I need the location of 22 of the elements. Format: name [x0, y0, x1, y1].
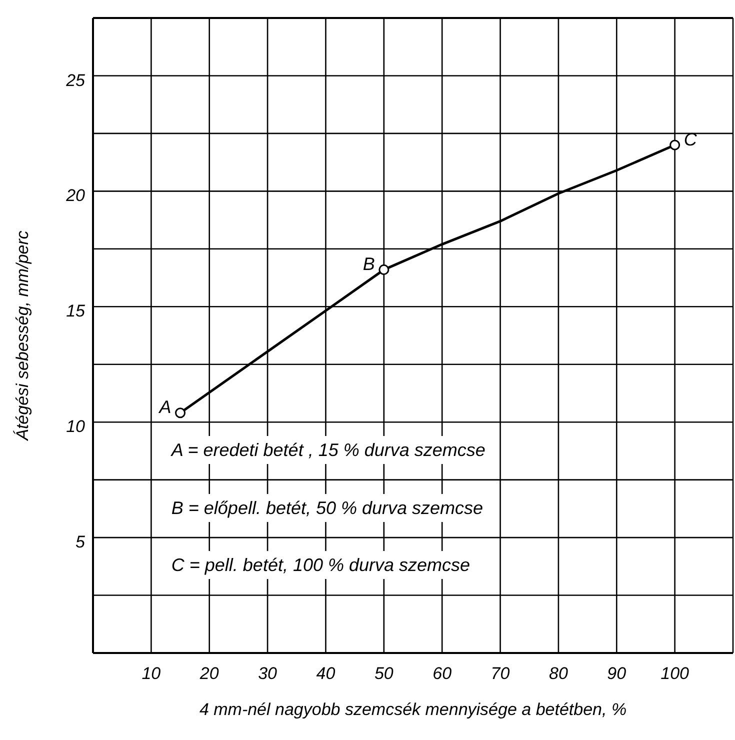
x-tick-label: 10 [142, 664, 162, 684]
annotation: A [158, 397, 172, 418]
y-tick-label: 5 [76, 532, 86, 552]
x-tick-label: 90 [607, 664, 627, 684]
x-tick-label: 30 [258, 664, 278, 684]
x-tick-label: 70 [490, 664, 510, 684]
x-tick-label: 20 [198, 664, 220, 684]
x-tick-label: 100 [660, 664, 690, 684]
x-tick-label: 60 [432, 664, 452, 684]
annotation: B [362, 254, 375, 274]
annotation: B = előpell. betét, 50 % durva szemcse [163, 494, 492, 522]
y-tick-label: 10 [66, 417, 86, 436]
annotation: A = eredeti betét , 15 % durva szemcse [163, 436, 494, 464]
x-axis-title: 4 mm-nél nagyobb szemcsék mennyisége a betétben, % [199, 700, 627, 719]
y-tick-label: 20 [65, 186, 86, 206]
y-tick-label: 15 [66, 302, 86, 321]
y-axis-title: Átégési sebesség, mm/perc [13, 230, 32, 442]
y-tick-label: 25 [65, 70, 86, 90]
x-tick-label: 50 [374, 664, 394, 684]
x-tick-label: 80 [548, 664, 568, 684]
annotation: C = pell. betét, 100 % durva szemcse [163, 551, 478, 580]
x-tick-label: 40 [316, 664, 336, 684]
